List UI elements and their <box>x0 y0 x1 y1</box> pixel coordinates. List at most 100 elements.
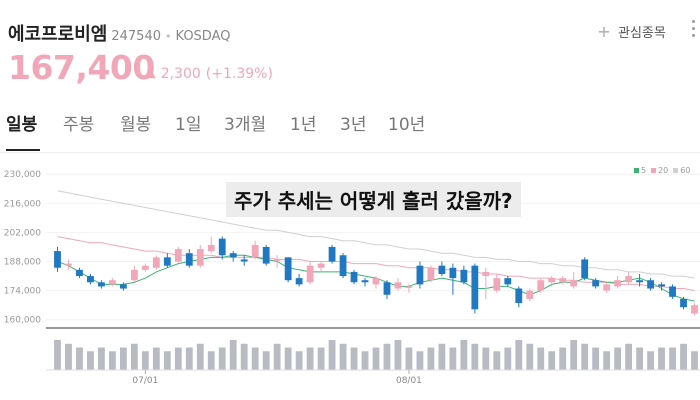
volume-bar <box>218 347 226 370</box>
candle-body <box>284 257 292 281</box>
candle-body <box>141 265 149 270</box>
candle-body <box>185 253 193 266</box>
separator-dot: • <box>165 30 172 43</box>
plus-icon: + <box>597 21 611 41</box>
candle-body <box>427 267 435 281</box>
volume-bar <box>350 347 358 370</box>
volume-bar <box>405 347 413 370</box>
candle-body <box>449 267 457 279</box>
volume-bar <box>537 347 545 370</box>
ma60-line <box>57 190 695 279</box>
stock-name: 에코프로비엠 <box>8 24 108 45</box>
candle-body <box>394 282 402 289</box>
volume-bar <box>438 343 446 370</box>
candle-body <box>262 246 270 264</box>
tab-1year[interactable]: 1년 <box>290 115 317 135</box>
volume-bar <box>240 343 248 370</box>
change-amount: 2,300 <box>160 66 201 82</box>
volume-bar <box>65 343 72 370</box>
volume-bar <box>581 343 589 370</box>
candle-body <box>317 263 325 268</box>
candle-body <box>471 265 479 310</box>
candle-body <box>65 263 72 266</box>
volume-bar <box>658 347 665 370</box>
candlestick-chart[interactable]: 230,000 216,000 202,000 188,000 174,000 160,0… <box>0 160 700 400</box>
ma20-line <box>57 236 695 292</box>
candle-body <box>416 265 424 285</box>
stock-header: 에코프로비엠 247540 • KOSDAQ <box>8 20 230 46</box>
volume-bar <box>174 347 182 370</box>
volume-bar <box>614 347 622 370</box>
candle-body <box>515 288 523 304</box>
volume-bar <box>185 347 193 370</box>
candle-body <box>658 284 665 287</box>
volume-bar <box>504 347 512 370</box>
tab-3months[interactable]: 3개월 <box>224 115 267 135</box>
candle-body <box>152 257 160 268</box>
tab-weekly[interactable]: 주봉 <box>63 115 95 135</box>
y-tick-label: 230,000 <box>4 170 41 180</box>
candle-body <box>350 271 358 283</box>
candle-body <box>405 286 413 288</box>
candle-body <box>460 269 468 283</box>
candle-body <box>438 265 446 274</box>
candle-body <box>559 278 567 283</box>
period-tabs: 일봉 주봉 월봉 1일 3개월 1년 3년 10년 <box>0 108 700 153</box>
volume-bar <box>636 347 643 370</box>
volume-bar <box>54 340 61 370</box>
legend-ma5: 5 <box>634 166 646 175</box>
change-percent: (+1.39%) <box>205 66 273 82</box>
volume-bar <box>427 347 435 370</box>
legend-ma20: 20 <box>651 166 668 175</box>
candle-body <box>592 280 600 287</box>
legend-ma60: 60 <box>673 166 690 175</box>
market-name: KOSDAQ <box>175 29 231 44</box>
tab-1day[interactable]: 1일 <box>175 115 202 135</box>
tab-monthly[interactable]: 월봉 <box>120 115 152 135</box>
volume-bar <box>109 351 116 370</box>
candle-body <box>207 244 215 252</box>
candle-body <box>504 278 512 285</box>
stock-code: 247540 <box>111 29 161 44</box>
volume-bar <box>295 351 303 370</box>
volume-bar <box>383 343 391 370</box>
tab-daily[interactable]: 일봉 <box>6 115 38 135</box>
current-price: 167,400 <box>8 48 155 87</box>
volume-bar <box>603 351 611 370</box>
volume-bar <box>130 343 138 370</box>
y-tick-label: 160,000 <box>4 316 41 326</box>
volume-bar <box>482 347 490 370</box>
x-tick-label: 07/01 <box>132 376 158 386</box>
favorite-button[interactable]: + 관심종목 <box>596 22 666 41</box>
tab-10years[interactable]: 10년 <box>388 115 426 135</box>
volume-bar <box>691 351 698 370</box>
volume-bar <box>592 347 600 370</box>
volume-bar <box>207 351 215 370</box>
volume-bar <box>262 351 270 370</box>
candle-body <box>691 305 698 314</box>
volume-bar <box>141 351 149 370</box>
more-options-icon[interactable] <box>690 20 696 37</box>
candle-body <box>603 284 611 291</box>
candle-body <box>636 280 643 283</box>
tab-3years[interactable]: 3년 <box>340 115 367 135</box>
volume-bar <box>548 351 556 370</box>
active-tab-indicator <box>6 149 40 151</box>
volume-bar <box>361 351 369 370</box>
volume-bar <box>647 351 654 370</box>
favorite-label: 관심종목 <box>618 26 666 41</box>
up-arrow-icon: ▲ <box>148 68 156 80</box>
y-tick-label: 174,000 <box>4 287 41 297</box>
candle-body <box>306 265 314 283</box>
volume-bar <box>98 347 105 370</box>
candle-body <box>54 251 61 268</box>
volume-bar <box>669 347 676 370</box>
volume-bar <box>229 340 237 370</box>
candle-body <box>548 278 556 283</box>
volume-bar <box>493 351 501 370</box>
volume-bar <box>570 340 578 370</box>
volume-bar <box>273 343 281 370</box>
volume-bar <box>416 351 424 370</box>
candle-body <box>196 249 204 266</box>
volume-bar <box>152 347 160 370</box>
